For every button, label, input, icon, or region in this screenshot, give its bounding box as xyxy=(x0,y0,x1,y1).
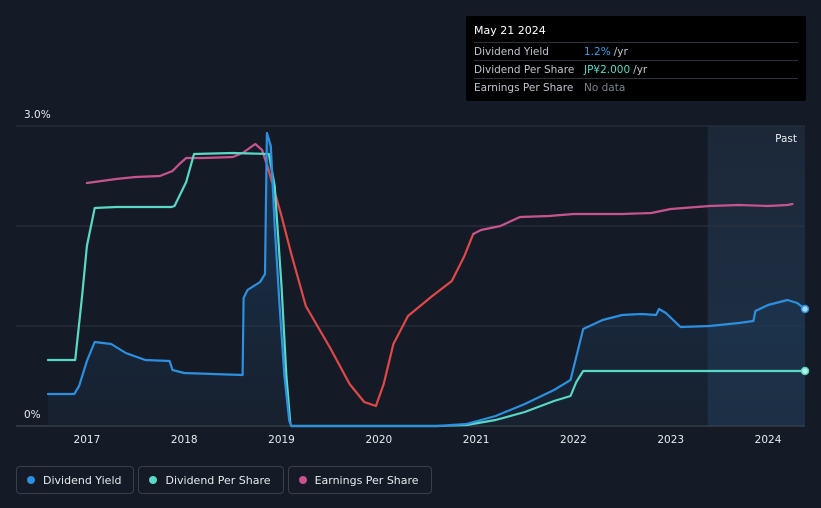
dividend-yield-end-marker xyxy=(800,304,810,314)
legend-item-dividend-yield[interactable]: Dividend Yield xyxy=(16,466,135,494)
tooltip-label: Dividend Yield xyxy=(474,45,549,58)
legend-dot-icon xyxy=(149,476,158,484)
legend-dot-icon xyxy=(298,476,307,484)
past-label: Past xyxy=(775,133,797,145)
legend-dot-icon xyxy=(27,476,35,484)
legend-label: Earnings Per Share xyxy=(314,473,419,487)
x-tick-label: 2023 xyxy=(657,434,684,446)
tooltip-row-dividend-yield: Dividend Yield 1.2% /yr xyxy=(474,42,798,60)
tooltip-value: No data xyxy=(584,81,626,94)
x-tick-label: 2018 xyxy=(171,434,198,446)
y-tick-label-top: 3.0% xyxy=(24,109,51,121)
legend-item-dividend-per-share[interactable]: Dividend Per Share xyxy=(138,466,284,494)
tooltip-row-dividend-per-share: Dividend Per Share JP¥2.000 /yr xyxy=(474,60,798,78)
x-tick-label: 2020 xyxy=(365,434,392,446)
eps-line-early xyxy=(85,142,270,185)
dividend-per-share-line xyxy=(46,151,807,428)
x-tick-label: 2024 xyxy=(755,434,782,446)
tooltip-date: May 21 2024 xyxy=(474,24,546,37)
tooltip-unit: /yr xyxy=(633,63,648,76)
eps-line-recent xyxy=(472,202,794,236)
y-tick-label-bottom: 0% xyxy=(24,409,41,421)
dividend-yield-area xyxy=(48,133,805,426)
x-tick-label: 2022 xyxy=(560,434,587,446)
legend: Dividend Yield Dividend Per Share Earnin… xyxy=(16,466,432,494)
tooltip: May 21 2024 Dividend Yield 1.2% /yr Divi… xyxy=(466,16,806,101)
dividend-yield-line xyxy=(46,131,807,428)
x-tick-label: 2019 xyxy=(268,434,295,446)
dividend-per-share-end-marker xyxy=(800,366,810,376)
legend-label: Dividend Per Share xyxy=(165,473,271,487)
legend-label: Dividend Yield xyxy=(43,473,122,487)
x-tick-label: 2021 xyxy=(463,434,490,446)
tooltip-unit: /yr xyxy=(613,45,628,58)
tooltip-row-earnings-per-share: Earnings Per Share No data xyxy=(474,78,798,96)
eps-line-decline xyxy=(267,169,475,408)
tooltip-label: Dividend Per Share xyxy=(474,63,575,76)
tooltip-value: 1.2% xyxy=(584,45,611,58)
tooltip-label: Earnings Per Share xyxy=(474,81,574,94)
tooltip-value: JP¥2.000 xyxy=(584,63,631,76)
legend-item-earnings-per-share[interactable]: Earnings Per Share xyxy=(287,466,432,494)
x-tick-label: 2017 xyxy=(74,434,101,446)
